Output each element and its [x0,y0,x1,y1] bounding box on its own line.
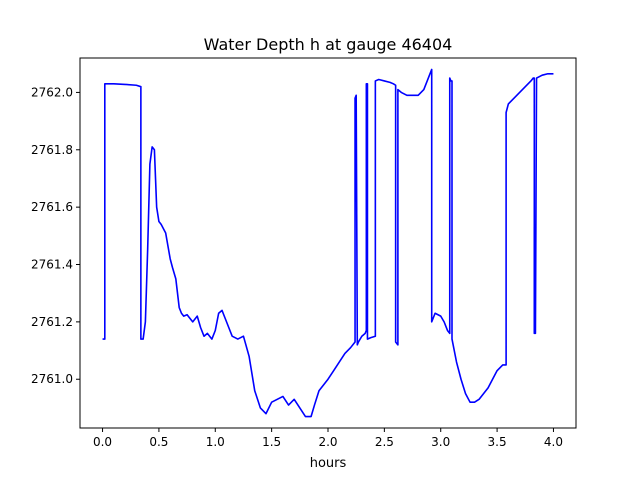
x-tick-label: 1.0 [206,435,225,449]
x-axis-ticks: 0.0 0.5 1.0 1.5 2.0 2.5 3.0 3.5 4.0 [93,428,563,449]
x-tick-label: 2.0 [318,435,337,449]
plot-area [102,68,554,418]
x-tick-label: 4.0 [544,435,563,449]
x-tick-label: 0.5 [149,435,168,449]
x-axis-label: hours [310,456,347,471]
x-tick-label: 3.5 [488,435,507,449]
axes-frame [79,57,577,429]
y-tick-label: 2761.6 [31,200,73,214]
y-tick-label: 2762.0 [31,85,73,99]
x-tick-label: 1.5 [262,435,281,449]
y-tick-label: 2761.0 [31,372,73,386]
y-tick-label: 2761.2 [31,315,73,329]
x-tick-label: 3.0 [431,435,450,449]
y-tick-label: 2761.4 [31,258,73,272]
x-tick-label: 2.5 [375,435,394,449]
y-axis-ticks: 2761.0 2761.2 2761.4 2761.6 2761.8 2762.0 [31,85,80,386]
y-tick-label: 2761.8 [31,143,73,157]
series-line [102,68,554,418]
chart-title: Water Depth h at gauge 46404 [204,35,453,54]
x-tick-label: 0.0 [93,435,112,449]
